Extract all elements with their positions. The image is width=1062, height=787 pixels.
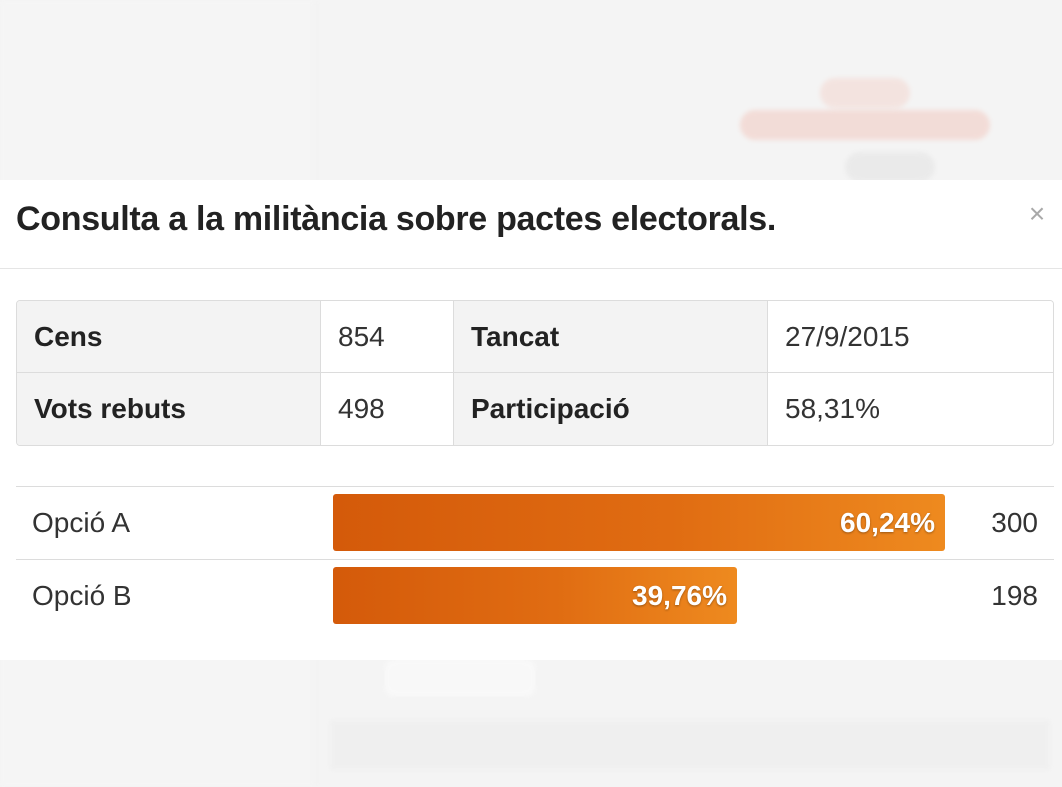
background-blob (740, 110, 990, 140)
option-label: Opció B (32, 580, 132, 611)
background-message-bubble (385, 660, 535, 696)
result-percent: 60,24% (840, 507, 935, 538)
poll-stats-table: Cens 854 Tancat 27/9/2015 Vots rebuts 49… (16, 300, 1054, 446)
result-bar-track: 60,24% (333, 494, 945, 551)
stat-label-cens: Cens (17, 301, 321, 373)
stat-label-participacio: Participació (454, 373, 768, 445)
stat-label-tancat: Tancat (454, 301, 768, 373)
modal-title: Consulta a la militància sobre pactes el… (16, 200, 777, 238)
result-percent: 39,76% (632, 580, 727, 611)
modal-header: Consulta a la militància sobre pactes el… (0, 180, 1062, 269)
stat-value-participacio: 58,31% (768, 373, 1053, 445)
stat-label-vots-rebuts: Vots rebuts (17, 373, 321, 445)
result-votes: 300 (991, 507, 1038, 538)
result-row-a: Opció A 60,24% 300 (16, 486, 1054, 559)
stat-value-tancat: 27/9/2015 (768, 301, 1053, 373)
result-bar-track: 39,76% (333, 567, 945, 624)
option-label: Opció A (32, 507, 131, 538)
result-votes: 198 (991, 580, 1038, 611)
stat-value-cens: 854 (321, 301, 454, 373)
result-bar: 39,76% (333, 567, 737, 624)
poll-results-modal: Consulta a la militància sobre pactes el… (0, 180, 1062, 660)
close-icon[interactable]: × (1028, 198, 1046, 229)
stat-value-vots-rebuts: 498 (321, 373, 454, 445)
result-bar: 60,24% (333, 494, 945, 551)
background-message-input (330, 720, 1050, 770)
background-blob (845, 152, 935, 182)
background-blob (820, 78, 910, 108)
result-row-b: Opció B 39,76% 198 (16, 559, 1054, 632)
poll-results: Opció A 60,24% 300 Opció B 39,76% 198 (16, 486, 1054, 632)
